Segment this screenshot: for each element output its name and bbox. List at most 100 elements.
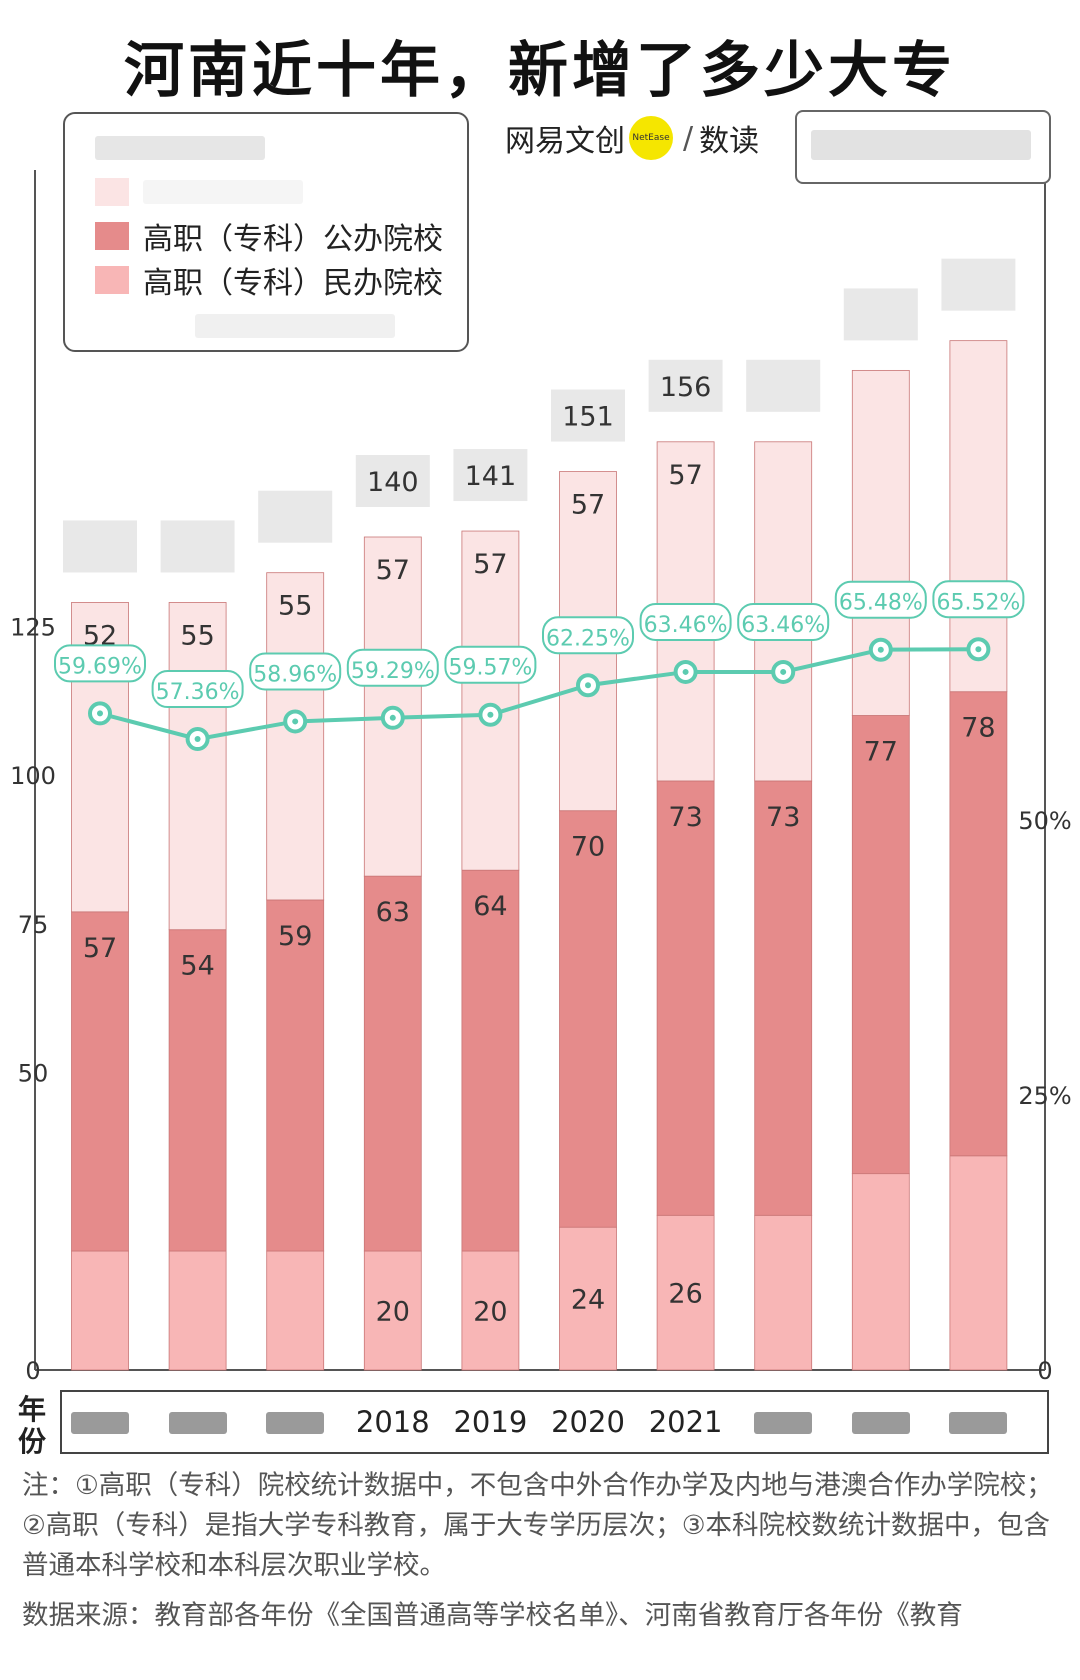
y-left-tick-label: 100 bbox=[10, 762, 56, 790]
bar-total-label: 156 bbox=[660, 372, 712, 403]
bar-label-public: 63 bbox=[376, 897, 410, 928]
legend-blurred-block bbox=[95, 136, 265, 160]
bar-segment-public bbox=[168, 929, 227, 1252]
bar-label-public: 77 bbox=[864, 737, 898, 768]
page-title: 河南近十年，新增了多少大专 bbox=[124, 36, 956, 106]
ratio-label: 65.52% bbox=[936, 590, 1020, 615]
bar-segment-undergrad bbox=[949, 340, 1008, 693]
bar-total-bg bbox=[160, 520, 235, 573]
y-left-tick-label: 75 bbox=[18, 911, 49, 939]
x-axis-label: 年份 bbox=[17, 1393, 46, 1458]
legend-swatch-private bbox=[95, 266, 129, 294]
ratio-label: 63.46% bbox=[644, 613, 728, 638]
y-left-tick-label: 0 bbox=[25, 1357, 40, 1385]
ratio-label-bg bbox=[54, 644, 146, 683]
bar-label-undergrad: 57 bbox=[571, 490, 605, 521]
bar-segment-public bbox=[71, 911, 129, 1252]
y-right-tick-label: 50% bbox=[1018, 807, 1071, 835]
bar-total: 156 bbox=[648, 359, 723, 412]
bar-segment-private bbox=[949, 1155, 1008, 1371]
bar-segment-private bbox=[851, 1173, 910, 1371]
legend-item-blurred-2 bbox=[95, 172, 303, 212]
bar-label-public: 54 bbox=[180, 951, 214, 982]
bar-segment-private bbox=[461, 1250, 520, 1371]
legend-blurred-block bbox=[143, 180, 303, 204]
ratio-point-center bbox=[877, 646, 884, 653]
bar-total-bg bbox=[355, 455, 430, 507]
x-tick-label bbox=[250, 1400, 340, 1444]
ratio-label-bg bbox=[834, 580, 927, 619]
bar-segment-public bbox=[851, 715, 910, 1175]
ratio-point-center bbox=[780, 668, 787, 675]
brand-section: 数读 bbox=[699, 124, 760, 159]
ratio-label-bg bbox=[249, 652, 342, 691]
x-tick-label bbox=[836, 1400, 926, 1444]
ratio-label-bg bbox=[444, 645, 537, 684]
bar-total-bg bbox=[453, 449, 528, 502]
ratio-label: 63.46% bbox=[741, 613, 825, 638]
bar-total-label: 151 bbox=[562, 402, 614, 433]
bar-total-bg bbox=[648, 359, 723, 412]
ratio-label: 59.69% bbox=[58, 654, 142, 679]
ratio-label-bg bbox=[639, 602, 732, 641]
y-left-tick-label: 50 bbox=[18, 1060, 49, 1088]
notes: 注：①高职（专科）院校统计数据中，不包含中外合作办学及内地与港澳合作办学院校；②… bbox=[22, 1470, 1053, 1581]
legend-item-private: 高职（专科）民办院校 bbox=[95, 260, 443, 301]
brand-slash-icon: / bbox=[683, 120, 694, 156]
bar-segment-public bbox=[949, 691, 1008, 1157]
x-tick-label: 2018 bbox=[355, 1405, 430, 1439]
bar-total: 141 bbox=[453, 449, 528, 502]
x-tick-label: 2020 bbox=[551, 1405, 625, 1439]
ratio-label-bg bbox=[346, 648, 439, 687]
data-source: 数据来源：教育部各年份《全国普通高等学校名单》、河南省教育厅各年份《教育 bbox=[22, 1600, 963, 1631]
brand-name: 网易文创 bbox=[505, 124, 625, 159]
ratio-label: 65.48% bbox=[839, 591, 923, 616]
ratio-label-bg bbox=[151, 670, 244, 709]
bar-label-private: 20 bbox=[376, 1297, 410, 1328]
ratio-point-center bbox=[97, 710, 103, 717]
legend-item-blurred-1 bbox=[95, 128, 265, 168]
bar-segment-undergrad bbox=[851, 369, 910, 716]
legend-label-private: 高职（专科）民办院校 bbox=[143, 266, 443, 301]
x-tick-label bbox=[153, 1400, 243, 1444]
bar-segment-private bbox=[559, 1226, 617, 1371]
legend-item-blurred-3 bbox=[95, 306, 395, 346]
ratio-label: 62.25% bbox=[546, 626, 630, 651]
ratio-line bbox=[99, 647, 979, 742]
ratio-point-center bbox=[585, 682, 591, 689]
x-tick-label bbox=[55, 1400, 145, 1444]
bar-total-bg bbox=[941, 258, 1016, 311]
ratio-label-bg bbox=[542, 616, 634, 655]
legend-label-public: 高职（专科）公办院校 bbox=[143, 222, 443, 257]
bar-total-label: 140 bbox=[367, 467, 419, 498]
bar-label-public: 59 bbox=[278, 921, 312, 952]
legend: 高职（专科）公办院校 高职（专科）民办院校 bbox=[63, 112, 469, 352]
y-right-tick-label: 25% bbox=[1018, 1082, 1071, 1110]
bar-total-label: 141 bbox=[465, 461, 517, 492]
bar-segment-public bbox=[266, 899, 325, 1252]
bar-label-undergrad: 55 bbox=[278, 591, 312, 622]
ratio-point-center bbox=[389, 714, 396, 721]
bar-total: 140 bbox=[355, 455, 430, 507]
ratio-point-center bbox=[292, 718, 299, 725]
x-tick-label bbox=[933, 1400, 1023, 1444]
ratio-label-bg bbox=[737, 602, 830, 641]
ratio-label-bg bbox=[932, 580, 1025, 619]
brand-badge: NetEase bbox=[629, 116, 673, 160]
bar-total-bg bbox=[843, 288, 918, 341]
legend-item-public: 高职（专科）公办院校 bbox=[95, 216, 443, 257]
bar-segment-private bbox=[71, 1250, 129, 1371]
bar-label-undergrad: 55 bbox=[180, 620, 214, 651]
bar-total bbox=[63, 520, 137, 573]
bar-total bbox=[258, 490, 333, 543]
x-tick-label: 2021 bbox=[648, 1405, 723, 1439]
bar-segment-private bbox=[168, 1250, 227, 1371]
bar-segment-public bbox=[363, 875, 422, 1252]
bar-segment-private bbox=[754, 1214, 813, 1371]
bar-segment-public bbox=[656, 780, 715, 1216]
bar-segment-undergrad bbox=[266, 572, 325, 901]
ratio-point-center bbox=[487, 711, 494, 718]
ratio-point-center bbox=[975, 646, 982, 653]
bar-total-bg bbox=[258, 490, 333, 543]
